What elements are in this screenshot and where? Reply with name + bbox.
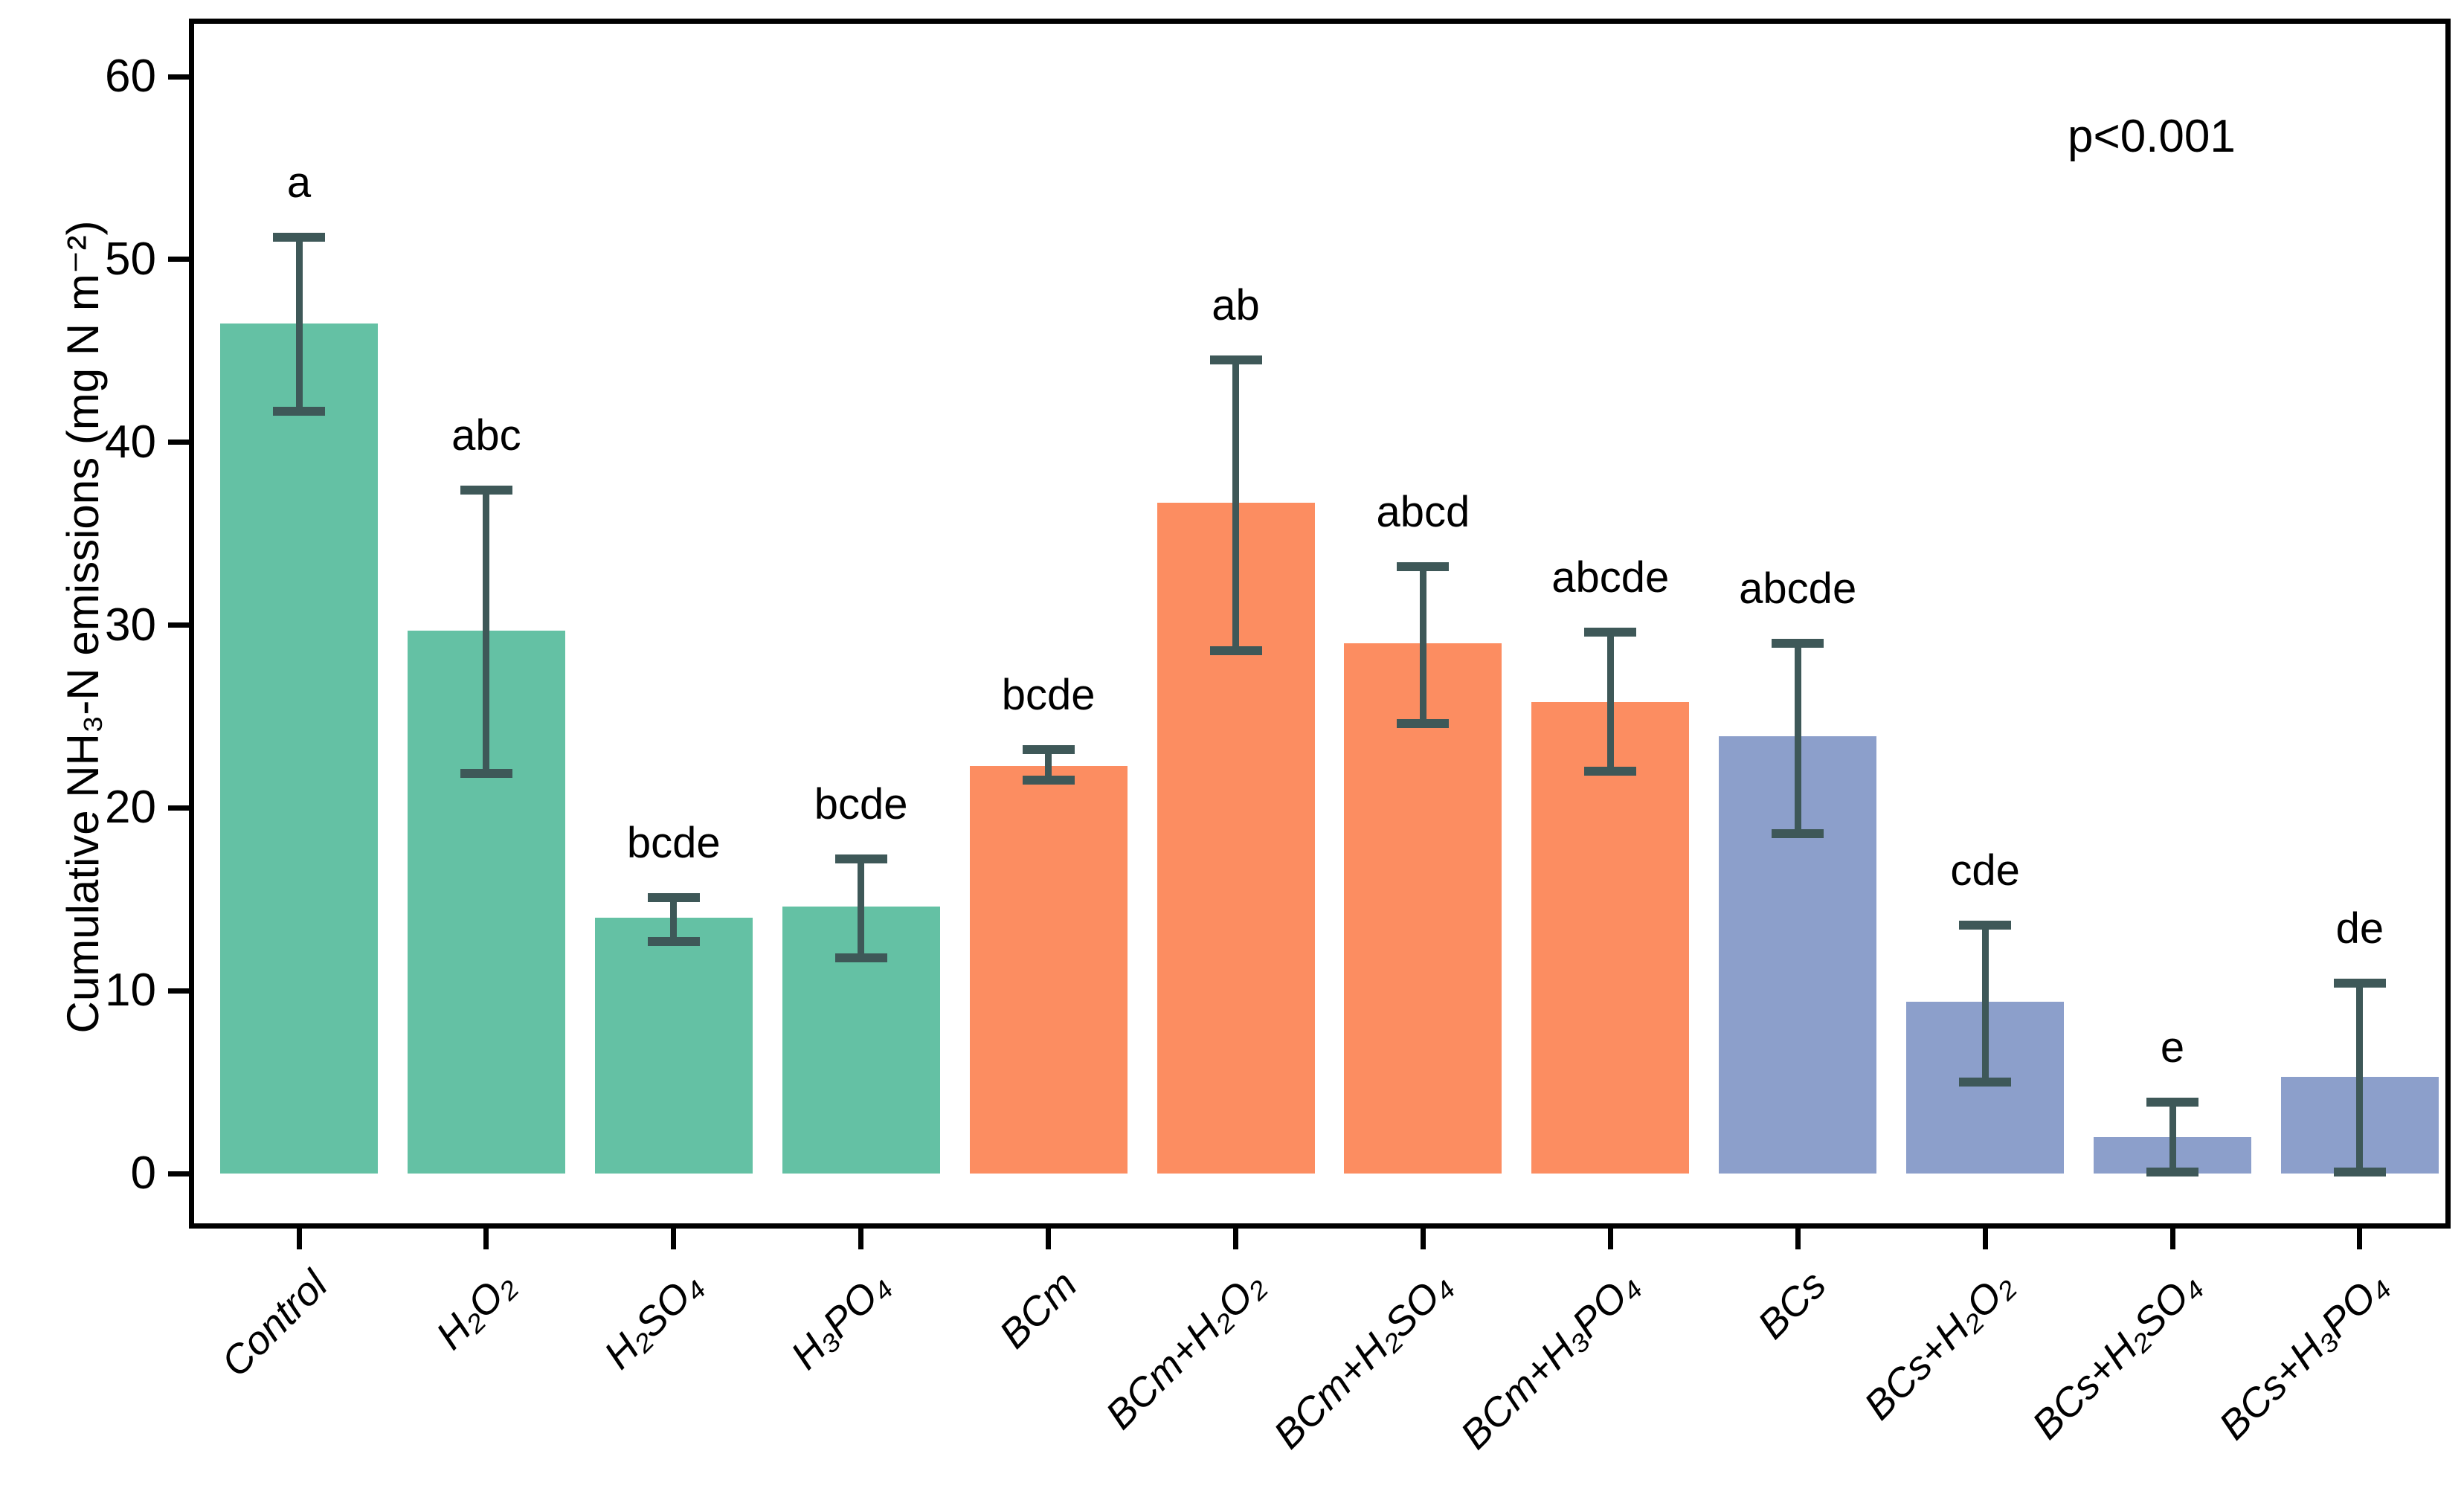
x-tick-label-text: H₃PO₄ <box>782 1262 898 1378</box>
x-axis-tick <box>1982 1229 1988 1249</box>
error-bar-line <box>483 489 490 773</box>
significance-letter: ab <box>1212 281 1260 330</box>
error-bar-cap-bottom <box>1584 767 1637 776</box>
x-axis-tick <box>671 1229 677 1249</box>
error-bar-line <box>2169 1102 2176 1172</box>
error-bar-cap-bottom <box>834 953 887 962</box>
error-bar-cap-top <box>460 485 512 495</box>
x-axis-tick <box>296 1229 302 1249</box>
error-bar-cap-top <box>1584 628 1637 637</box>
error-bar-cap-bottom <box>1397 719 1450 729</box>
error-bar-line <box>1794 643 1801 834</box>
error-bar-cap-bottom <box>1959 1078 2012 1087</box>
x-axis-tick <box>2169 1229 2175 1249</box>
significance-letter: bcde <box>1001 670 1096 719</box>
x-axis-tick <box>1046 1229 1052 1249</box>
x-tick-label-text: BCm+H₂SO₄ <box>1264 1262 1461 1458</box>
significance-letter: a <box>286 158 312 207</box>
significance-letter: abcd <box>1376 487 1470 536</box>
error-bar-cap-top <box>647 892 700 902</box>
significance-letter: e <box>2160 1023 2185 1072</box>
x-tick-label-text: H₂SO₄ <box>595 1262 711 1378</box>
bar-BCm+H₂SO₄ <box>1344 643 1502 1174</box>
error-bar-cap-bottom <box>2146 1167 2198 1176</box>
error-bar-line <box>670 897 678 941</box>
significance-letter: bcde <box>626 818 721 867</box>
y-tick-label: 40 <box>105 416 156 468</box>
error-bar-cap-top <box>1397 561 1450 571</box>
y-tick-label: 20 <box>105 782 156 834</box>
x-axis-tick <box>1795 1229 1801 1249</box>
y-axis-tick <box>168 622 189 628</box>
x-axis-tick <box>1420 1229 1426 1249</box>
y-axis-tick <box>168 1171 189 1176</box>
error-bar-cap-top <box>1959 920 2012 930</box>
error-bar-line <box>858 859 865 958</box>
p-value-annotation: p<0.001 <box>2068 111 2236 162</box>
significance-letter: abcde <box>1739 564 1857 614</box>
x-tick-label-text: H₂O₂ <box>427 1262 524 1359</box>
bar-H₂SO₄ <box>594 917 753 1174</box>
y-tick-label: 60 <box>105 51 156 103</box>
error-bar-cap-top <box>1772 639 1824 648</box>
bar-Control <box>220 323 378 1174</box>
error-bar-line <box>2356 983 2364 1172</box>
x-axis-tick <box>1233 1229 1238 1249</box>
error-bar-cap-bottom <box>273 406 325 416</box>
error-bar-cap-bottom <box>1772 828 1824 838</box>
bar-BCm <box>969 765 1128 1174</box>
y-tick-label: 0 <box>130 1147 156 1199</box>
error-bar-line <box>295 237 303 411</box>
x-axis-tick <box>858 1229 864 1249</box>
error-bar-line <box>1606 632 1614 772</box>
y-axis-tick <box>168 988 189 994</box>
y-axis-tick <box>168 805 189 811</box>
error-bar-cap-top <box>1022 744 1075 754</box>
error-bar-cap-top <box>2333 979 2386 988</box>
error-bar-cap-top <box>2146 1098 2198 1107</box>
error-bar-line <box>1045 749 1052 781</box>
y-tick-label: 30 <box>105 599 156 651</box>
error-bar-cap-top <box>273 233 325 242</box>
x-tick-label-text: BCm+H₃PO₄ <box>1452 1262 1648 1458</box>
significance-letter: de <box>2335 904 2384 953</box>
x-tick-label-text: BCs+H₃PO₄ <box>2210 1262 2397 1449</box>
y-axis-tick <box>168 440 189 445</box>
significance-letter: bcde <box>814 780 908 829</box>
x-tick-label-text: BCm+H₂O₂ <box>1097 1262 1273 1438</box>
x-tick-label-text: BCs <box>1749 1262 1835 1348</box>
error-bar-cap-bottom <box>647 936 700 946</box>
error-bar-cap-top <box>1209 355 1262 365</box>
y-tick-label: 50 <box>105 233 156 285</box>
x-tick-label-text: BCs+H₂SO₄ <box>2024 1262 2210 1448</box>
error-bar-cap-top <box>834 854 887 864</box>
error-bar-cap-bottom <box>2333 1167 2386 1176</box>
y-axis-tick <box>168 257 189 263</box>
x-tick-label-text: BCs+H₂O₂ <box>1856 1262 2022 1429</box>
error-bar-line <box>1232 360 1239 651</box>
x-axis-tick <box>2357 1229 2363 1249</box>
x-tick-label-text: Control <box>213 1262 336 1385</box>
error-bar-line <box>1981 924 1989 1083</box>
x-axis-tick <box>483 1229 489 1249</box>
significance-letter: abc <box>451 411 521 460</box>
x-tick-label-text: BCm <box>991 1262 1086 1357</box>
error-bar-cap-bottom <box>460 768 512 778</box>
error-bar-cap-bottom <box>1022 776 1075 785</box>
error-bar-line <box>1419 566 1426 724</box>
significance-letter: abcde <box>1551 553 1670 602</box>
bar-BCm+H₃PO₄ <box>1531 701 1690 1174</box>
error-bar-cap-bottom <box>1209 646 1262 655</box>
x-axis-tick <box>1607 1229 1613 1249</box>
y-axis-tick <box>168 74 189 80</box>
significance-letter: cde <box>1950 846 2020 895</box>
y-tick-label: 10 <box>105 965 156 1017</box>
